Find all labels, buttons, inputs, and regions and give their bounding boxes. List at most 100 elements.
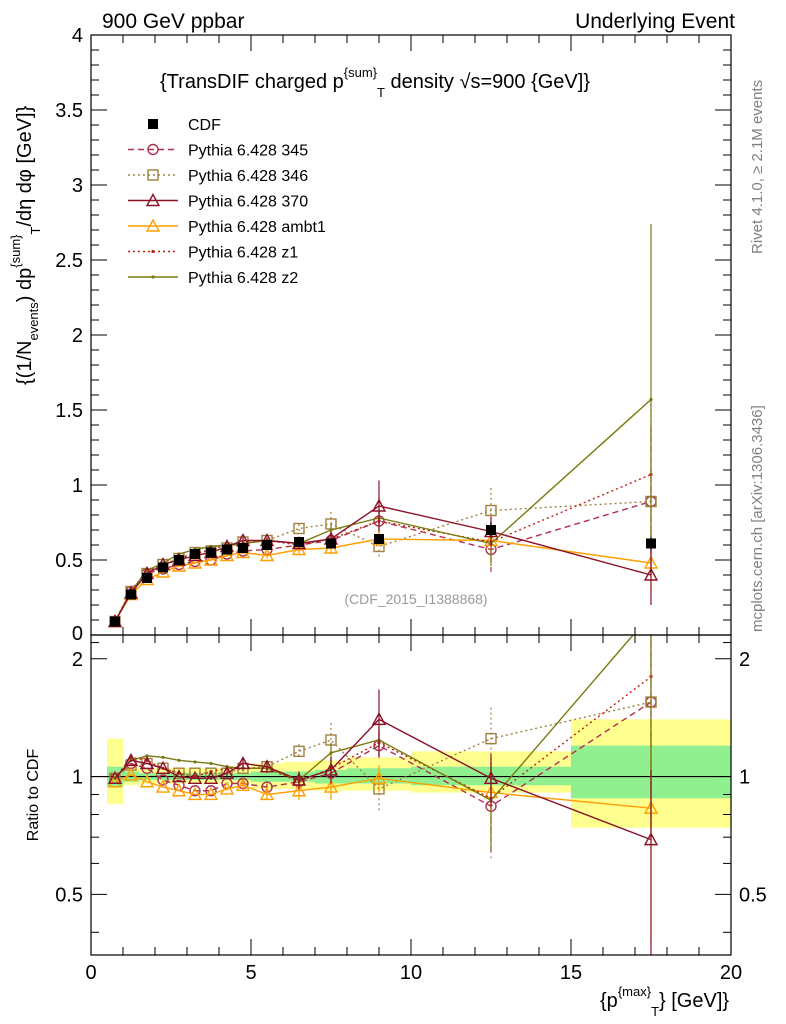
main-ytick-zero-label: 0 (72, 623, 83, 645)
ratio-ytick-label: 1 (72, 767, 83, 789)
main-line-z1 (114, 473, 652, 622)
main-title-post: density √s=900 {GeV]} (385, 71, 590, 93)
xlabel-sup: {max} (618, 984, 652, 999)
main-title: {TransDIF charged p{sum} T density √s=900… (160, 65, 590, 100)
main-point-cdf (238, 543, 248, 553)
main-point-ambt1 (259, 548, 275, 562)
ratio-point-z2 (329, 751, 333, 755)
main-ytick-label: 4 (72, 25, 83, 47)
ratio-point-z2 (161, 755, 165, 759)
main-line-p346 (114, 500, 652, 622)
legend-entry-p345: Pythia 6.428 345 (128, 143, 308, 160)
ratio-ytick-label-right: 2 (739, 649, 750, 671)
ratio-series-ambt1 (107, 734, 659, 942)
legend-marker-ambt1 (145, 218, 161, 232)
main-point-cdf (262, 540, 272, 550)
ylabel-d: {sum} (8, 234, 23, 268)
main-panel-frame (90, 34, 732, 636)
ratio-point-z2 (177, 758, 181, 762)
legend-entry-z1: Pythia 6.428 z1 (128, 245, 298, 262)
ratio-point-ambt1 (291, 783, 307, 797)
main-point-cdf (158, 562, 168, 573)
legend-label-p345: Pythia 6.428 345 (188, 143, 308, 160)
main-point-cdf (110, 616, 120, 627)
main-point-cdf (326, 538, 336, 549)
ratio-point-z2 (145, 754, 149, 758)
legend-marker-p345 (147, 143, 159, 156)
main-panel-axes: 0.5 1 1.5 2 2.5 3 3.5 4 0 (55, 25, 732, 645)
main-ytick-label: 1 (72, 475, 83, 497)
main-point-cdf (646, 538, 656, 549)
ratio-point-p370 (483, 770, 499, 784)
ratio-point-p370 (139, 756, 155, 770)
ratio-point-ambt1 (171, 783, 187, 797)
ratio-point-p370 (323, 762, 339, 776)
ratio-xtick-label: 20 (720, 962, 742, 984)
ratio-panel-axes: 0.5 0.51 12 20 5 10 15 20 (55, 635, 767, 984)
ylabel-b: events (26, 302, 41, 341)
legend: CDF Pythia 6.428 345 Pythia 6.428 346 Pythi… (128, 117, 326, 287)
ratio-point-ambt1 (203, 787, 219, 801)
ratio-point-z2 (209, 761, 213, 766)
ratio-point-ambt1 (187, 787, 203, 801)
ratio-point-z2 (649, 613, 652, 616)
ratio-ylabel: Ratio to CDF (25, 749, 42, 842)
ratio-point-ambt1 (259, 787, 275, 801)
legend-label-p346: Pythia 6.428 346 (188, 168, 308, 185)
ylabel-f: /dη dφ [GeV]} (14, 105, 36, 226)
main-point-ambt1 (219, 548, 235, 562)
main-point-cdf (222, 544, 232, 555)
ratio-point-p370 (187, 770, 203, 784)
ratio-panel-series (107, 613, 659, 955)
ratio-point-p346 (293, 745, 305, 758)
ratio-point-p370 (291, 772, 307, 786)
main-ytick-label: 2.5 (55, 250, 83, 272)
legend-marker-p370 (145, 193, 161, 207)
ratio-point-ambt1 (123, 767, 139, 781)
ratio-xtick-label: 0 (85, 962, 96, 984)
main-point-p346 (293, 522, 305, 535)
main-point-cdf (486, 525, 496, 535)
main-point-p370 (643, 567, 659, 581)
legend-label-cdf: CDF (188, 117, 221, 134)
main-ytick-label: 2 (72, 325, 83, 347)
ratio-point-ambt1 (139, 774, 155, 788)
main-title-sup: {sum} (344, 65, 378, 80)
ratio-point-p345 (189, 785, 201, 797)
legend-label-ambt1: Pythia 6.428 ambt1 (188, 219, 326, 236)
ratio-point-p370 (155, 760, 171, 774)
main-point-p346 (485, 504, 497, 517)
legend-marker-z2 (151, 275, 155, 279)
legend-label-p370: Pythia 6.428 370 (188, 194, 308, 211)
ratio-point-ambt1 (235, 777, 251, 791)
xlabel-post: } [GeV]} (659, 990, 729, 1012)
main-title-pre: {TransDIF charged p (160, 71, 344, 93)
ratio-point-ambt1 (371, 770, 387, 784)
ylabel-c: ) dp (14, 268, 36, 302)
ratio-point-p370 (259, 759, 275, 773)
legend-entry-p370: Pythia 6.428 370 (128, 193, 308, 211)
ratio-xtick-label: 5 (245, 962, 256, 984)
header-right: Underlying Event (575, 10, 735, 33)
ratio-point-p345 (205, 785, 217, 797)
ratio-ytick-label: 2 (72, 649, 83, 671)
xlabel-pre: {p (600, 990, 618, 1012)
ratio-ytick-label-right: 1 (739, 767, 750, 789)
ratio-ytick-label-right: 0.5 (739, 884, 767, 906)
main-point-cdf (190, 549, 200, 559)
ratio-point-z2 (193, 760, 197, 764)
ratio-point-ambt1 (155, 779, 171, 793)
header-left: 900 GeV ppbar (102, 10, 244, 33)
main-panel-series (107, 224, 659, 628)
x-axis-label: {p{max} T} [GeV]} (600, 984, 729, 1019)
main-point-p370 (371, 498, 387, 512)
legend-entry-ambt1: Pythia 6.428 ambt1 (128, 218, 326, 236)
legend-marker-cdf (148, 119, 158, 129)
main-point-cdf (174, 555, 184, 565)
main-ytick-label: 3.5 (55, 100, 83, 122)
ratio-series-p370 (107, 689, 659, 955)
main-ytick-label: 1.5 (55, 400, 83, 422)
main-point-cdf (294, 537, 304, 547)
ratio-point-p370 (219, 765, 235, 779)
